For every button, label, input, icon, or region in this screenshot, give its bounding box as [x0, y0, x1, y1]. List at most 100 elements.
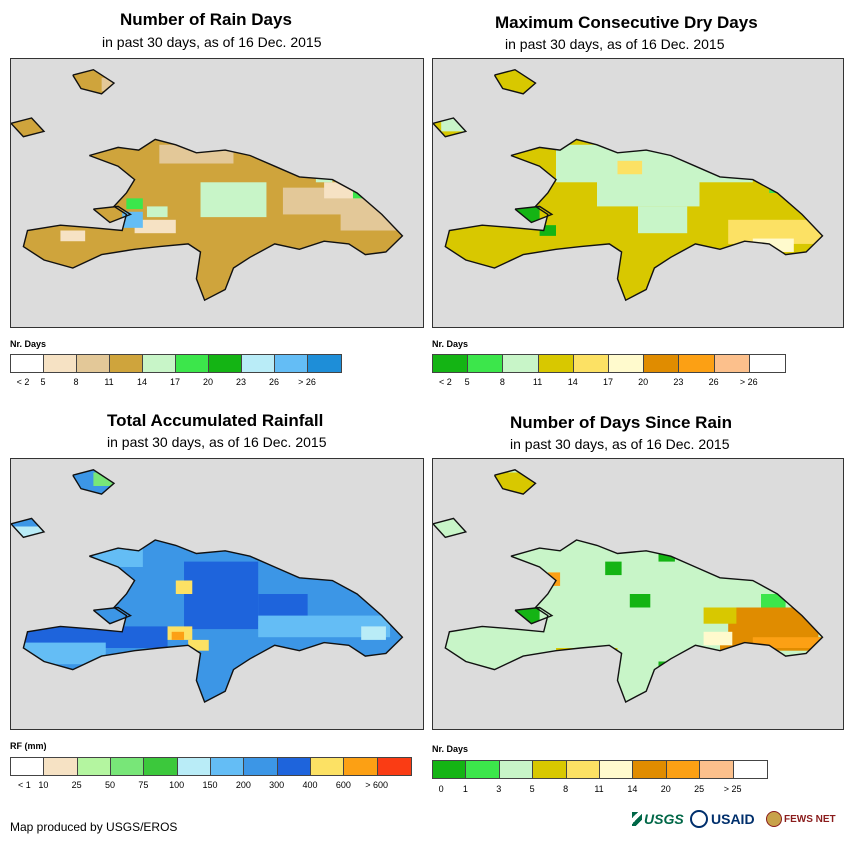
value-patch [184, 561, 259, 630]
value-patch [188, 639, 209, 651]
panel-title-dry-days: Maximum Consecutive Dry Days [495, 13, 758, 32]
coastline [11, 117, 46, 138]
legend-label: > 26 [739, 377, 758, 387]
fews-net-logo: FEWS NET [766, 807, 836, 831]
coastline [514, 606, 554, 625]
legend-label: < 2 [16, 377, 30, 387]
map-dry-days [432, 58, 844, 328]
legend-swatch [11, 758, 45, 775]
legend-title-rain-days: Nr. Days [10, 339, 47, 349]
legend-swatch [44, 758, 78, 775]
legend-swatch [77, 758, 111, 775]
legend-bar-rain-days [10, 354, 342, 373]
legend-label: 11 [104, 377, 114, 387]
coastline [433, 117, 468, 138]
legend-swatch [433, 355, 469, 372]
legend-swatch [144, 758, 178, 775]
legend-label: 8 [563, 784, 569, 794]
legend-swatch [573, 355, 609, 372]
legend-swatch [344, 758, 378, 775]
map-canvas [433, 68, 824, 302]
fews-globe-icon [766, 811, 782, 827]
legend-swatch [310, 758, 345, 775]
usgs-logo-text: USGS [644, 811, 684, 827]
value-patch [60, 230, 86, 242]
legend-swatch [633, 761, 667, 778]
value-patch [146, 206, 168, 218]
coastline [444, 539, 824, 703]
value-patch [629, 594, 651, 608]
panel-subtitle-dry-days: in past 30 days, as of 16 Dec. 2015 [505, 36, 725, 52]
legend-swatch [499, 761, 534, 778]
legend-label: 5 [40, 377, 46, 387]
panel-title-days-since-rain: Number of Days Since Rain [510, 413, 733, 432]
panel-subtitle-days-since-rain: in past 30 days, as of 16 Dec. 2015 [510, 436, 730, 452]
value-patch [23, 626, 168, 648]
legend-label: 25 [71, 780, 82, 790]
map-accum-rainfall [10, 458, 424, 730]
value-patch [617, 160, 643, 175]
value-patch [258, 615, 391, 638]
value-patch [340, 209, 403, 231]
legend-title-days-since-rain: Nr. Days [432, 744, 469, 754]
legend-label: 25 [694, 784, 705, 794]
legend-label: 600 [335, 780, 351, 790]
map-canvas [11, 68, 404, 302]
panel-title-rain-days: Number of Rain Days [120, 10, 292, 29]
legend-labels-accum-rainfall: < 1 10 25 50 75 100 150 200 300 400 600 > 600 [10, 780, 410, 792]
map-canvas [433, 469, 824, 703]
value-patch [605, 561, 622, 576]
legend-label: 75 [138, 780, 149, 790]
legend-labels-days-since-rain: 0 1 3 5 8 11 14 20 25 > 25 [432, 784, 766, 796]
value-patch [638, 206, 688, 234]
map-rain-days [10, 58, 424, 328]
legend-label: 17 [602, 377, 614, 387]
legend-label: 14 [136, 377, 148, 387]
legend-label: 20 [660, 784, 671, 794]
legend-labels-dry-days: < 2 5 8 11 14 17 20 23 26 > 26 [432, 377, 784, 389]
legend-swatch [466, 761, 500, 778]
map-credit: Map produced by USGS/EROS [10, 820, 178, 834]
value-patch [324, 182, 374, 199]
legend-label: 0 [438, 784, 444, 794]
legend-swatch [110, 758, 145, 775]
value-patch [658, 550, 675, 562]
legend-swatch [308, 355, 341, 372]
legend-swatch [700, 761, 734, 778]
value-patch [200, 182, 267, 218]
value-patch [134, 219, 176, 234]
legend-label: 1 [462, 784, 468, 794]
legend-swatch [599, 761, 634, 778]
legend-swatch [714, 355, 750, 372]
legend-label: 8 [73, 377, 79, 387]
legend-label: > 26 [298, 377, 316, 387]
legend-swatch [679, 355, 715, 372]
legend-swatch [143, 355, 176, 372]
value-patch [315, 168, 333, 183]
coastline [493, 469, 537, 495]
coastline [22, 539, 404, 703]
usgs-wave-icon [632, 812, 642, 826]
coastline [514, 205, 554, 224]
legend-swatch [110, 355, 143, 372]
coastline [433, 517, 468, 539]
legend-swatch [77, 355, 110, 372]
legend-bar-dry-days [432, 354, 786, 373]
legend-swatch [176, 355, 209, 372]
legend-label: 26 [268, 377, 280, 387]
legend-label: > 600 [365, 780, 389, 790]
coastline [493, 68, 537, 95]
value-patch [752, 637, 823, 648]
value-patch [171, 631, 185, 640]
value-patch [159, 144, 234, 164]
legend-label: 11 [532, 377, 543, 387]
legend-swatch [533, 761, 567, 778]
value-patch [703, 631, 733, 646]
usaid-seal-icon [690, 810, 708, 828]
legend-label: 23 [673, 377, 684, 387]
legend-label: 200 [235, 780, 251, 790]
legend-swatch [209, 355, 242, 372]
value-patch [703, 607, 737, 624]
coastline [72, 68, 116, 95]
value-patch [539, 225, 556, 236]
